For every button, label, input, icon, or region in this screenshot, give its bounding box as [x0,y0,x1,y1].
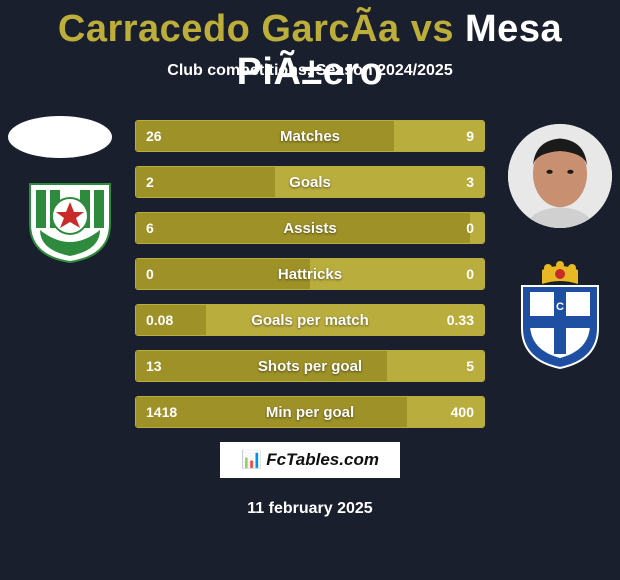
footer-date: 11 february 2025 [0,500,620,518]
stat-value-right: 0 [456,220,484,236]
stat-row: 1418400Min per goal [135,396,485,428]
club-right-badge: T D C [508,260,612,372]
svg-text:T: T [544,339,551,351]
stat-bar-left: 0 [136,259,310,289]
stat-bar-left: 0.08 [136,305,206,335]
player-right-face-icon [508,124,612,228]
stat-value-right: 5 [456,358,484,374]
stat-value-right: 400 [441,404,484,420]
stat-value-left: 0 [136,266,164,282]
stat-value-left: 13 [136,358,172,374]
stat-bar-right: 3 [275,167,484,197]
stat-row: 60Assists [135,212,485,244]
stat-bar-right: 9 [394,121,484,151]
stat-value-left: 2 [136,174,164,190]
page-title: Carracedo GarcÃa vs Mesa PiÃ±ero [0,8,620,94]
stat-bar-right: 0 [470,213,484,243]
stat-value-left: 26 [136,128,172,144]
stat-bar-left: 1418 [136,397,407,427]
stat-row: 135Shots per goal [135,350,485,382]
stat-row: 0.080.33Goals per match [135,304,485,336]
club-left-shield-icon [20,178,120,264]
subtitle: Club competitions, Season 2024/2025 [0,62,620,80]
stat-row: 23Goals [135,166,485,198]
stat-value-right: 3 [456,174,484,190]
stat-value-left: 0.08 [136,312,183,328]
club-right-shield-icon: T D C [508,260,612,372]
stat-bar-right: 0 [310,259,484,289]
stat-row: 00Hattricks [135,258,485,290]
club-left-badge [20,178,120,264]
comparison-bars: 269Matches23Goals60Assists00Hattricks0.0… [135,120,485,442]
player-left-avatar [8,116,112,158]
stat-bar-right: 400 [407,397,484,427]
stat-bar-left: 13 [136,351,387,381]
footer-logo: 📊 FcTables.com [220,442,400,478]
footer-logo-text: FcTables.com [266,450,379,470]
stat-value-left: 6 [136,220,164,236]
stat-bar-right: 5 [387,351,484,381]
svg-text:D: D [568,339,576,351]
stat-bar-right: 0.33 [206,305,484,335]
stat-value-right: 9 [456,128,484,144]
player-right-avatar [508,124,612,228]
stat-value-left: 1418 [136,404,187,420]
footer-logo-icon: 📊 [241,450,262,470]
stat-bar-left: 6 [136,213,470,243]
stat-row: 269Matches [135,120,485,152]
stat-bar-left: 2 [136,167,275,197]
stat-value-right: 0 [456,266,484,282]
stat-bar-left: 26 [136,121,394,151]
svg-text:C: C [556,301,564,313]
stat-value-right: 0.33 [437,312,484,328]
